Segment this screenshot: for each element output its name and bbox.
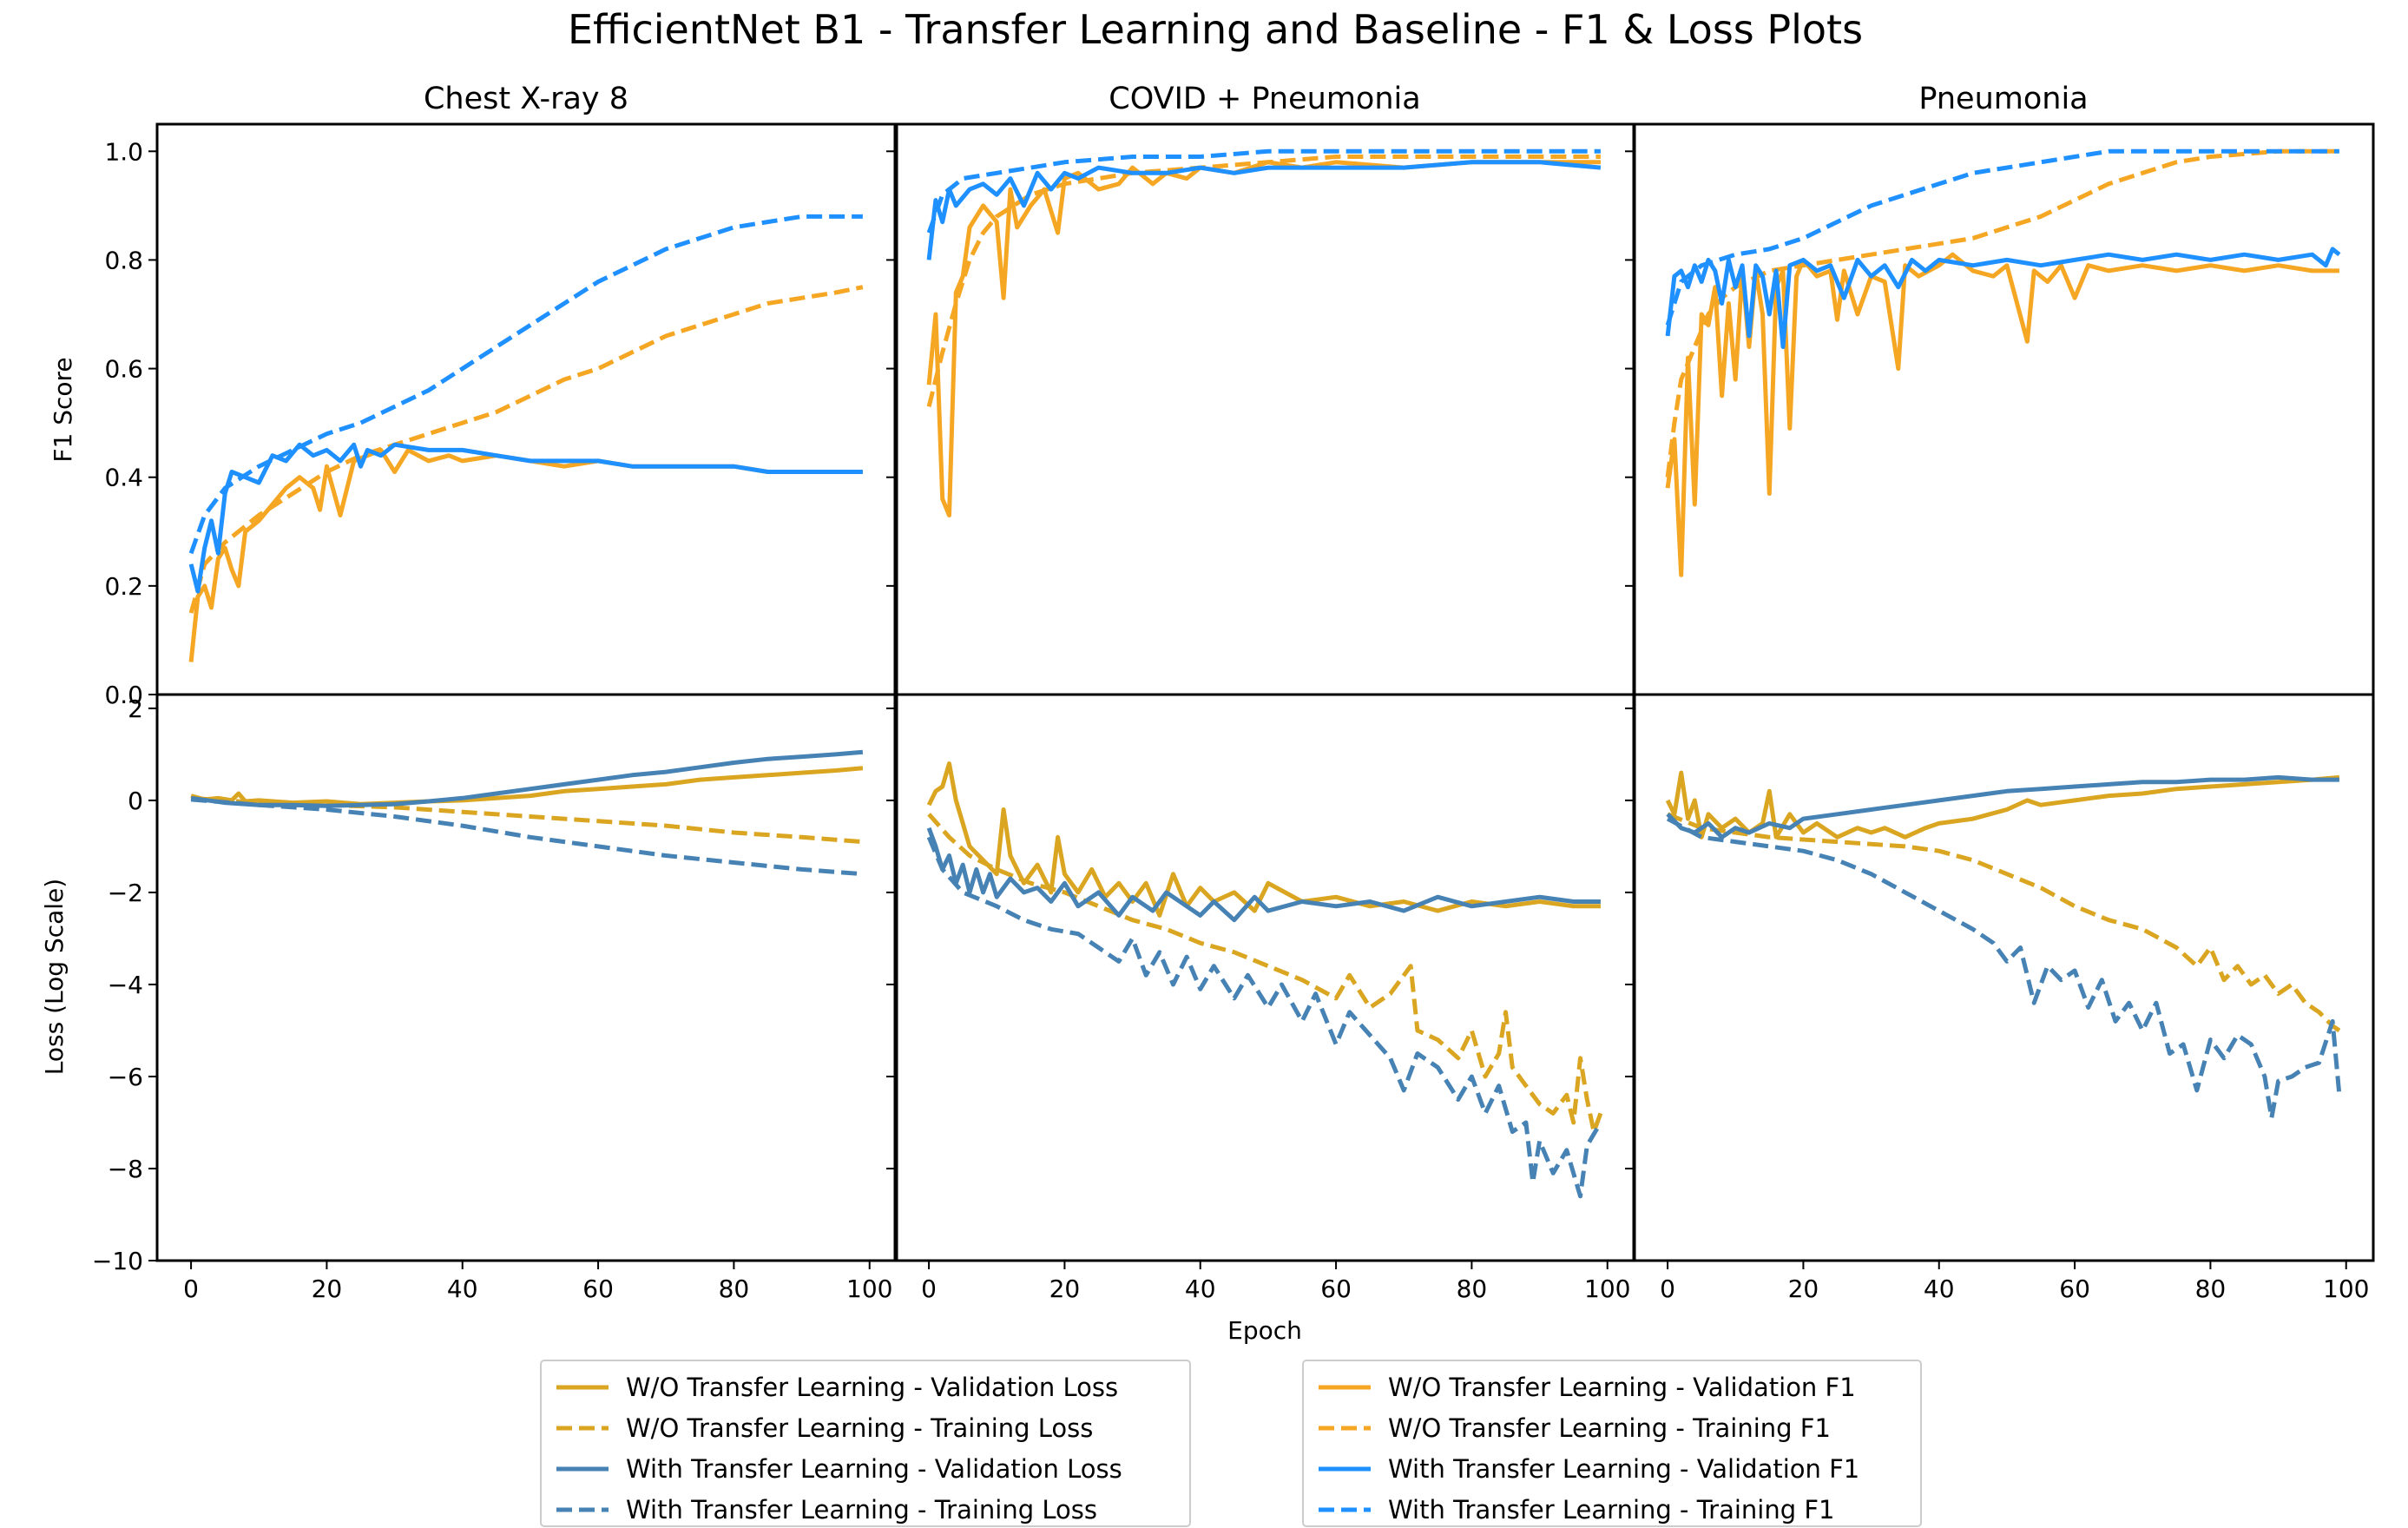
series-line-w-o-transfer-learning-validation-loss xyxy=(1665,770,2340,840)
y-tick-label: −10 xyxy=(92,1247,143,1275)
series-line-w-o-transfer-learning-training-f1 xyxy=(1665,148,2339,478)
x-tick-label: 100 xyxy=(1584,1274,1630,1303)
series-line-with-transfer-learning-validation-f1 xyxy=(188,442,863,594)
y-tick-label: 2 xyxy=(128,695,143,723)
y-tick-label: 0 xyxy=(128,787,143,815)
x-tick-label: 40 xyxy=(1185,1274,1216,1303)
x-tick-label: 80 xyxy=(719,1274,750,1303)
x-tick-label: 80 xyxy=(2195,1274,2227,1303)
x-tick-label: 0 xyxy=(183,1274,199,1303)
x-tick-label: 60 xyxy=(2059,1274,2090,1303)
x-tick-label: 40 xyxy=(1924,1274,1955,1303)
x-tick-label: 100 xyxy=(846,1274,892,1303)
column-title-covid-pneumonia: COVID + Pneumonia xyxy=(1109,82,1420,116)
column-title-pneumonia: Pneumonia xyxy=(1918,82,2088,116)
loss-panel-pneumonia-frame xyxy=(1632,693,2375,1262)
legend-label-w-o-transfer-learning-validation-f1: W/O Transfer Learning - Validation F1 xyxy=(1388,1373,1856,1402)
y-tick-label: −8 xyxy=(108,1155,143,1183)
loss-panel-covid-pneumonia: 0 20 40 60 80 100 xyxy=(886,693,1636,1303)
series-line-w-o-transfer-learning-training-f1 xyxy=(926,155,1601,408)
series-line-with-transfer-learning-training-f1 xyxy=(1665,148,2339,326)
series-line-with-transfer-learning-validation-loss xyxy=(190,749,864,808)
legend-label-with-transfer-learning-training-loss: With Transfer Learning - Training Loss xyxy=(626,1495,1097,1525)
series-line-w-o-transfer-learning-validation-loss xyxy=(926,761,1601,918)
legend-label-w-o-transfer-learning-validation-loss: W/O Transfer Learning - Validation Loss xyxy=(626,1373,1118,1402)
x-axis-label: Epoch xyxy=(1227,1316,1302,1345)
y-tick-label: 0.2 xyxy=(104,572,143,601)
legend-label-with-transfer-learning-validation-f1: With Transfer Learning - Validation F1 xyxy=(1388,1454,1859,1484)
x-tick-label: 100 xyxy=(2323,1274,2369,1303)
legend-label-with-transfer-learning-training-f1: With Transfer Learning - Training F1 xyxy=(1388,1495,1834,1525)
legend-label-with-transfer-learning-validation-loss: With Transfer Learning - Validation Loss xyxy=(626,1454,1122,1484)
x-tick-label: 60 xyxy=(1320,1274,1352,1303)
loss-panel-covid-pneumonia-lines xyxy=(926,761,1603,1199)
y-tick-label: 0.6 xyxy=(104,355,143,384)
y-tick-label: 1.0 xyxy=(104,137,143,166)
series-line-with-transfer-learning-validation-f1 xyxy=(926,160,1602,260)
x-tick-label: 20 xyxy=(1788,1274,1819,1303)
y-tick-label: −4 xyxy=(108,971,143,999)
legend-loss-frame xyxy=(540,1360,1191,1527)
loss-panel-chest-x-ray-8: 20−2−4−6−8−100 20 40 60 80 100 xyxy=(92,693,898,1303)
y-tick-label: 0.0 xyxy=(104,681,143,709)
series-line-with-transfer-learning-validation-f1 xyxy=(1665,247,2341,349)
legend-label-w-o-transfer-learning-training-loss: W/O Transfer Learning - Training Loss xyxy=(626,1413,1093,1443)
legend-label-w-o-transfer-learning-training-f1: W/O Transfer Learning - Training F1 xyxy=(1388,1413,1831,1443)
f1-panel-covid-pneumonia xyxy=(886,122,1636,696)
series-line-with-transfer-learning-training-f1 xyxy=(188,214,863,555)
series-line-w-o-transfer-learning-validation-loss xyxy=(190,766,864,807)
x-tick-label: 40 xyxy=(447,1274,478,1303)
loss-ylabel: Loss (Log Scale) xyxy=(40,879,69,1075)
x-tick-label: 80 xyxy=(1457,1274,1488,1303)
series-line-with-transfer-learning-training-loss xyxy=(926,836,1603,1199)
y-tick-label: 0.4 xyxy=(104,464,143,492)
column-title-chest-xray: Chest X-ray 8 xyxy=(424,82,628,116)
legend-f1-frame xyxy=(1302,1360,1922,1527)
figure-title: EfficientNet B1 - Transfer Learning and … xyxy=(568,6,1863,53)
x-tick-label: 20 xyxy=(1049,1274,1081,1303)
x-tick-label: 0 xyxy=(921,1274,937,1303)
plot-panels: 0.00.20.40.60.81.020−2−4−6−8−100 20 40 60 80… xyxy=(92,122,2375,1303)
x-tick-label: 0 xyxy=(1660,1274,1675,1303)
loss-panel-pneumonia-lines xyxy=(1665,770,2342,1121)
f1-ylabel: F1 Score xyxy=(49,357,77,462)
f1-panel-chest-x-ray-8-lines xyxy=(188,214,864,662)
loss-panel-chest-x-ray-8-frame xyxy=(155,693,898,1262)
y-tick-label: −2 xyxy=(108,879,143,907)
loss-panel-pneumonia: 0 20 40 60 80 100 xyxy=(1625,693,2375,1303)
legend-loss: W/O Transfer Learning - Validation Loss W… xyxy=(540,1360,1191,1527)
series-line-with-transfer-learning-training-loss xyxy=(1666,816,2342,1121)
f1-panel-covid-pneumonia-lines xyxy=(926,148,1602,517)
x-tick-label: 60 xyxy=(582,1274,614,1303)
series-line-with-transfer-learning-training-f1 xyxy=(926,148,1601,234)
series-line-w-o-transfer-learning-training-loss xyxy=(1667,812,2341,1033)
legend-f1: W/O Transfer Learning - Validation F1 W/O… xyxy=(1302,1360,1922,1527)
series-line-with-transfer-learning-validation-loss xyxy=(1666,774,2339,840)
y-tick-label: 0.8 xyxy=(104,246,143,274)
x-tick-label: 20 xyxy=(312,1274,343,1303)
series-line-with-transfer-learning-training-loss xyxy=(190,797,864,877)
loss-panel-chest-x-ray-8-lines xyxy=(190,749,864,877)
f1-panel-pneumonia-lines xyxy=(1665,148,2341,577)
f1-panel-chest-x-ray-8: 0.0 0.2 0.4 0.6 0.8 1.0 xyxy=(104,122,898,709)
series-line-w-o-transfer-learning-validation-f1 xyxy=(1665,252,2339,577)
series-line-w-o-transfer-learning-training-f1 xyxy=(188,285,864,614)
y-tick-label: −6 xyxy=(108,1063,143,1091)
series-line-with-transfer-learning-validation-loss xyxy=(926,827,1601,923)
